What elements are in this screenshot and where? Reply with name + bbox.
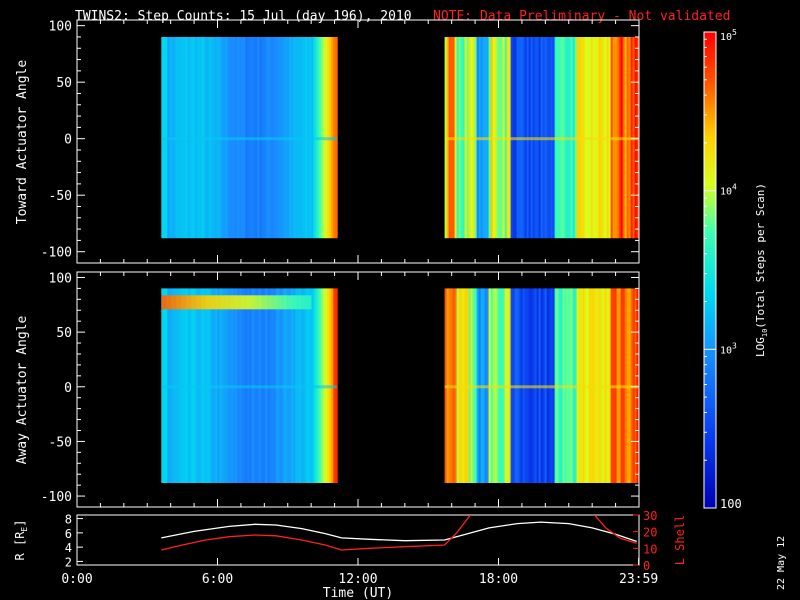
heatmap-hotspot	[216, 295, 222, 310]
heatmap-hotspot	[261, 295, 267, 310]
colorbar-tick-base: 10	[720, 187, 732, 198]
heatmap-hotspot	[181, 295, 187, 310]
l-tick-label: 0	[643, 559, 650, 573]
heatmap-hotspot	[241, 295, 247, 310]
heatmap-hotspot	[161, 295, 167, 310]
x-tick-label: 23:59	[619, 572, 658, 587]
colorbar-tick-exp: 5	[732, 28, 737, 37]
toward-y-axis: 100 50 0 -50 -100	[41, 20, 640, 263]
toward-ylabel: Toward Actuator Angle	[15, 60, 30, 225]
x-tick-label: 0:00	[61, 572, 92, 587]
colorbar-tick-label: 100	[720, 497, 742, 511]
heatmap-hotspot	[176, 295, 182, 310]
y-tick-label: 50	[56, 326, 72, 341]
colorbar-tick-exp: 4	[732, 183, 737, 192]
heatmap-hotspot	[256, 295, 262, 310]
heatmap-hotspot	[236, 295, 242, 310]
away-panel: 100 50 0 -50 -100 Away Actuator Angle	[15, 271, 640, 508]
away-heatmap	[161, 288, 639, 483]
colorbar-gradient	[703, 31, 717, 509]
x-tick-label: 6:00	[202, 572, 233, 587]
y-tick-label: -100	[41, 246, 72, 261]
r-series-line	[161, 521, 637, 543]
heatmap-hotspot	[246, 295, 252, 310]
colorbar-label-rest: (Total Steps per Scan)	[754, 183, 767, 329]
orbit-xlabel: Time (UT)	[323, 586, 393, 600]
toward-panel: 100 50 0 -50 -100 Toward Actuator Angle	[15, 19, 640, 264]
r-tick-label: 8	[65, 513, 72, 527]
heatmap-hotspot	[271, 295, 277, 310]
l-shell-line	[594, 515, 637, 544]
l-tick-label: 10	[643, 542, 657, 556]
l-tick-label: 30	[643, 509, 657, 523]
orbit-lines	[161, 515, 637, 551]
heatmap-hotspot	[186, 295, 192, 310]
r-tick-label: 4	[65, 541, 72, 555]
heatmap-hotspot	[301, 295, 307, 310]
y-tick-label: 0	[64, 133, 72, 148]
heatmap-hotspot	[276, 295, 282, 310]
heatmap-hotspot	[286, 295, 292, 310]
heatmap-hotspot	[191, 295, 197, 310]
heatmap-hotspot	[221, 295, 227, 310]
y-tick-label: -50	[49, 189, 72, 204]
heatmap-hotspot	[226, 295, 232, 310]
colorbar-label: LOG10(Total Steps per Scan)	[754, 183, 769, 357]
heatmap-hotspot	[166, 295, 172, 310]
x-tick-label: 18:00	[479, 572, 518, 587]
heatmap-hotspot	[171, 295, 177, 310]
y-tick-label: 50	[56, 76, 72, 91]
heatmap-zero-stripe	[161, 137, 337, 141]
orbit-r-label-end: ]	[13, 520, 27, 527]
heatmap-hotspot	[306, 295, 312, 310]
r-tick-label: 6	[65, 527, 72, 541]
colorbar-tick-base: 10	[720, 32, 732, 43]
colorbar-label-sub: 10	[761, 329, 769, 337]
chart-title: TWINS2: Step Counts: 15 Jul (day 196), 2…	[75, 9, 412, 24]
heatmap-hotspot	[201, 295, 207, 310]
heatmap-hotspot	[211, 295, 217, 310]
r-tick-label: 2	[65, 555, 72, 569]
colorbar-tick-label: 104	[720, 183, 737, 198]
colorbar-tick-base: 100	[720, 497, 742, 511]
heatmap-hotspot	[281, 295, 287, 310]
heatmap-hotspot	[291, 295, 297, 310]
date-stamp: 22 May 12	[776, 536, 787, 590]
heatmap-hotspot	[231, 295, 237, 310]
orbit-r-label-sub: E	[20, 527, 29, 532]
colorbar-tick-base: 10	[720, 345, 732, 356]
heatmap-hotspot	[296, 295, 302, 310]
heatmap-zero-stripe	[444, 137, 638, 141]
away-ylabel: Away Actuator Angle	[15, 315, 30, 464]
chart-note: NOTE: Data Preliminary - Not validated	[433, 9, 730, 24]
heatmap-hotspot	[251, 295, 257, 310]
colorbar-tick-label: 103	[720, 341, 737, 356]
y-tick-label: 0	[64, 381, 72, 396]
heatmap-zero-stripe	[161, 385, 337, 389]
y-tick-label: 100	[49, 20, 72, 35]
heatmap-hotspot	[196, 295, 202, 310]
colorbar-tick-exp: 3	[732, 341, 737, 350]
l-tick-label: 20	[643, 526, 657, 540]
heatmap-zero-stripe	[444, 385, 638, 389]
heatmap-hotspot	[266, 295, 272, 310]
toward-heatmap	[161, 37, 639, 239]
y-tick-label: -100	[41, 490, 72, 505]
y-tick-label: -50	[49, 435, 72, 450]
colorbar-tick-label: 105	[720, 28, 737, 43]
orbit-l-label: L Shell	[673, 515, 687, 566]
orbit-r-label-main: R [R	[13, 531, 27, 561]
l-shell-line	[161, 515, 471, 551]
y-tick-label: 100	[49, 271, 72, 286]
colorbar-label-main: LOG	[754, 337, 767, 357]
away-y-axis: 100 50 0 -50 -100	[41, 271, 640, 507]
x-tick-label: 12:00	[338, 572, 377, 587]
orbit-r-label: R [RE]	[13, 520, 29, 561]
heatmap-hotspot	[206, 295, 212, 310]
